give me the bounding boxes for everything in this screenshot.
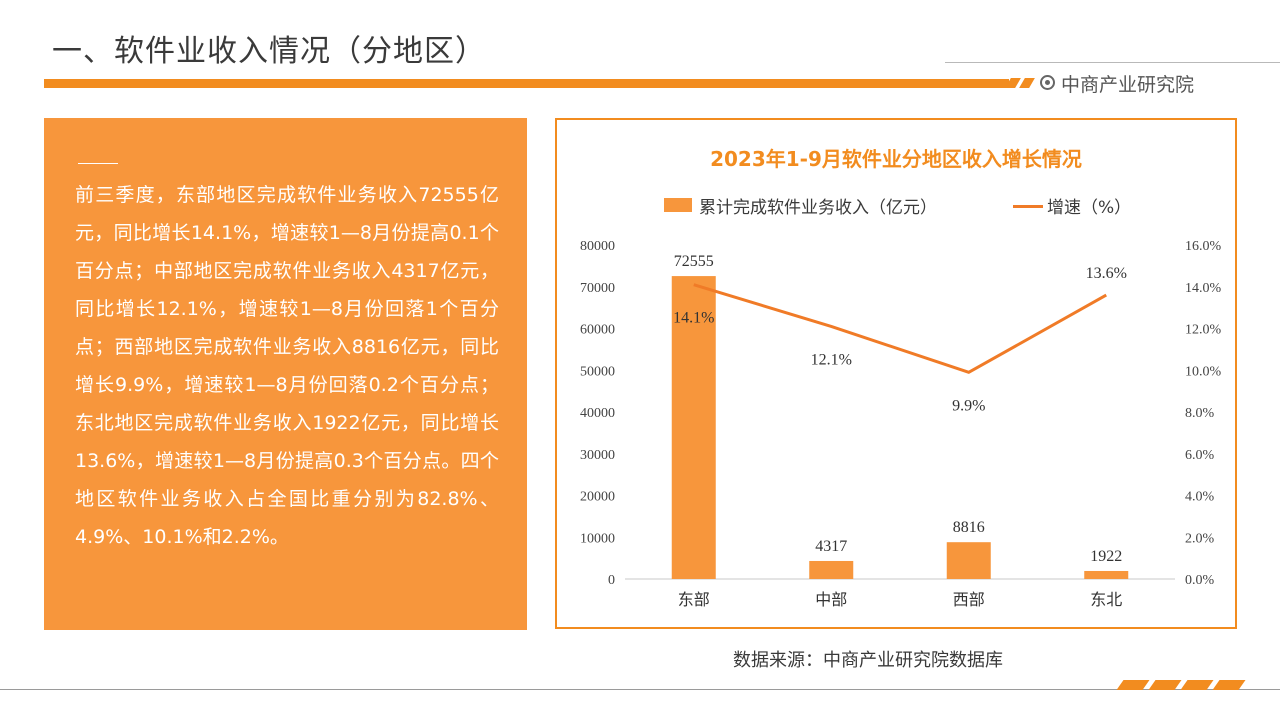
summary-rule: [78, 163, 118, 164]
bar: [1084, 570, 1129, 579]
y-right-tick-label: 2.0%: [1185, 531, 1215, 546]
x-tick-label: 东北: [1090, 590, 1122, 609]
bar-data-label: 8816: [953, 519, 985, 536]
chart-title: 2023年1-9月软件业分地区收入增长情况: [710, 147, 1082, 171]
y-right-tick-label: 10.0%: [1185, 364, 1222, 379]
y-left-tick-label: 70000: [580, 281, 615, 296]
summary-text: 前三季度，东部地区完成软件业务收入72555亿元，同比增长14.1%，增速较1—…: [75, 184, 499, 548]
bar-data-label: 4317: [815, 538, 847, 555]
brand-logo: 中商产业研究院: [1040, 70, 1194, 97]
bar-data-label: 1922: [1090, 548, 1122, 565]
bar: [809, 560, 854, 579]
y-left-tick-label: 30000: [580, 448, 615, 463]
header-stripe-2: [1019, 78, 1035, 88]
data-source: 数据来源：中商产业研究院数据库: [733, 650, 1003, 671]
y-right-tick-label: 8.0%: [1185, 406, 1215, 421]
x-tick-label: 中部: [815, 590, 847, 609]
x-tick-label: 西部: [953, 590, 985, 609]
header-rule: [945, 62, 1280, 63]
y-left-tick-label: 80000: [580, 239, 615, 254]
chart-plot: 0 10000 20000 30000 40000 50000 60000 70000 8000…: [580, 239, 1222, 609]
y-left-tick-label: 40000: [580, 406, 615, 421]
y-left-tick-label: 0: [608, 573, 615, 588]
bar-data-label: 72555: [674, 253, 714, 270]
y-left-tick-label: 60000: [580, 323, 615, 338]
y-left-tick-label: 20000: [580, 490, 615, 505]
line-data-label: 12.1%: [811, 351, 852, 368]
legend-bar-label: 累计完成软件业务收入（亿元）: [699, 198, 937, 218]
legend-bar-swatch: [664, 198, 692, 212]
y-right-tick-label: 16.0%: [1185, 239, 1222, 254]
bar: [671, 276, 716, 579]
y-right-tick-label: 4.0%: [1185, 490, 1215, 505]
x-tick-label: 东部: [678, 590, 710, 609]
summary-panel: [44, 118, 527, 630]
growth-line: [693, 283, 1107, 374]
y-left-tick-label: 10000: [580, 531, 615, 546]
brand-icon: [1040, 75, 1055, 90]
line-data-label: 13.6%: [1086, 265, 1127, 282]
page-title: 一、软件业收入情况（分地区）: [52, 34, 486, 69]
brand-name: 中商产业研究院: [1061, 74, 1195, 96]
y-left-tick-label: 50000: [580, 364, 615, 379]
y-right-tick-label: 12.0%: [1185, 323, 1222, 338]
footer-rule: [0, 689, 1280, 690]
line-data-label: 14.1%: [673, 310, 714, 327]
y-right-tick-label: 0.0%: [1185, 573, 1215, 588]
legend-line-label: 增速（%）: [1047, 198, 1132, 218]
y-right-tick-label: 14.0%: [1185, 281, 1222, 296]
bar: [946, 542, 991, 579]
y-right-tick-label: 6.0%: [1185, 448, 1215, 463]
title-underline-bar: [44, 79, 1009, 88]
line-data-label: 9.9%: [952, 397, 985, 414]
legend-line-swatch: [1013, 205, 1043, 208]
